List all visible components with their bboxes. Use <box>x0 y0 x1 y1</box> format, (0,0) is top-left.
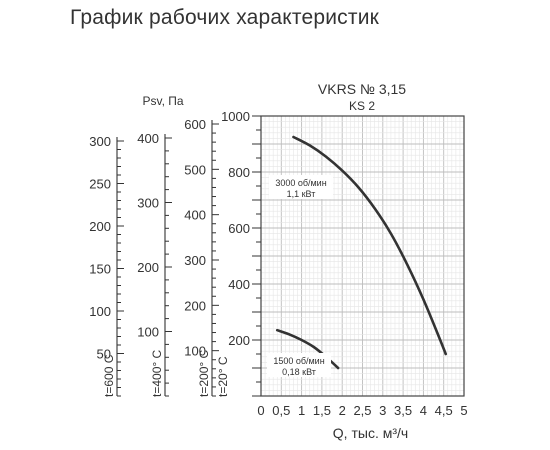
x-tick-label: 1,5 <box>313 403 331 418</box>
x-tick-label: 2 <box>339 403 346 418</box>
y-tick-label: 1000 <box>221 109 250 124</box>
series-label-bg <box>267 353 331 377</box>
secondary-axis-label: t=20° С <box>216 356 230 397</box>
secondary-axis-tick-label: 100 <box>89 304 111 319</box>
chart-text: 200 400 600 800 1000 0 0,5 1 1,5 2 2,5 3 3,5 4 4,5 5 Q, … <box>89 81 467 441</box>
secondary-axis-label: t=600 С <box>102 354 116 397</box>
secondary-axis-label: t=200° С <box>197 350 211 397</box>
series-label-line: 1,1 кВт <box>287 189 316 199</box>
axes <box>116 115 261 397</box>
secondary-axis-label: t=400° С <box>150 350 164 397</box>
y-tick-label: 600 <box>228 221 250 236</box>
x-tick-label: 0 <box>257 403 264 418</box>
secondary-axis-tick-label: 200 <box>184 298 206 313</box>
secondary-axis-tick-label: 400 <box>137 131 159 146</box>
secondary-axis-tick-label: 100 <box>137 325 159 340</box>
secondary-axis-tick-label: 150 <box>89 262 111 277</box>
x-tick-label: 3 <box>379 403 386 418</box>
page-title: График рабочих характеристик <box>70 6 380 29</box>
secondary-axis-tick-label: 400 <box>184 208 206 223</box>
series-label-line: 3000 об/мин <box>275 178 326 188</box>
y-axis-label: Psv, Па <box>142 94 183 108</box>
secondary-axis-tick-label: 300 <box>137 196 159 211</box>
x-tick-label: 4 <box>420 403 427 418</box>
x-tick-label: 5 <box>460 403 467 418</box>
series-label-line: 1500 об/мин <box>273 356 324 366</box>
chart-title: VKRS № 3,15 <box>318 81 406 97</box>
x-axis-label: Q, тыс. м³/ч <box>333 425 408 441</box>
series-label-bg <box>269 175 333 199</box>
secondary-axis-tick-label: 600 <box>184 117 206 132</box>
y-tick-label: 200 <box>228 333 250 348</box>
x-tick-label: 1 <box>298 403 305 418</box>
series-line-0 <box>292 135 448 356</box>
secondary-axis-tick-label: 200 <box>137 260 159 275</box>
secondary-axis-tick-label: 300 <box>89 134 111 149</box>
x-tick-label: 0,5 <box>272 403 290 418</box>
x-tick-label: 2,5 <box>353 403 371 418</box>
x-tick-label: 4,5 <box>435 403 453 418</box>
secondary-axis-tick-label: 200 <box>89 219 111 234</box>
y-tick-label: 800 <box>228 165 250 180</box>
secondary-axis-tick-label: 500 <box>184 162 206 177</box>
secondary-axis-tick-label: 50 <box>97 347 111 362</box>
x-tick-label: 3,5 <box>394 403 412 418</box>
secondary-axis-tick-label: 250 <box>89 177 111 192</box>
y-tick-label: 400 <box>228 277 250 292</box>
secondary-axis-tick-label: 300 <box>184 253 206 268</box>
secondary-axis-tick-label: 100 <box>184 344 206 359</box>
series-label-line: 0,18 кВт <box>282 367 316 377</box>
chart-subtitle: KS 2 <box>349 99 375 113</box>
